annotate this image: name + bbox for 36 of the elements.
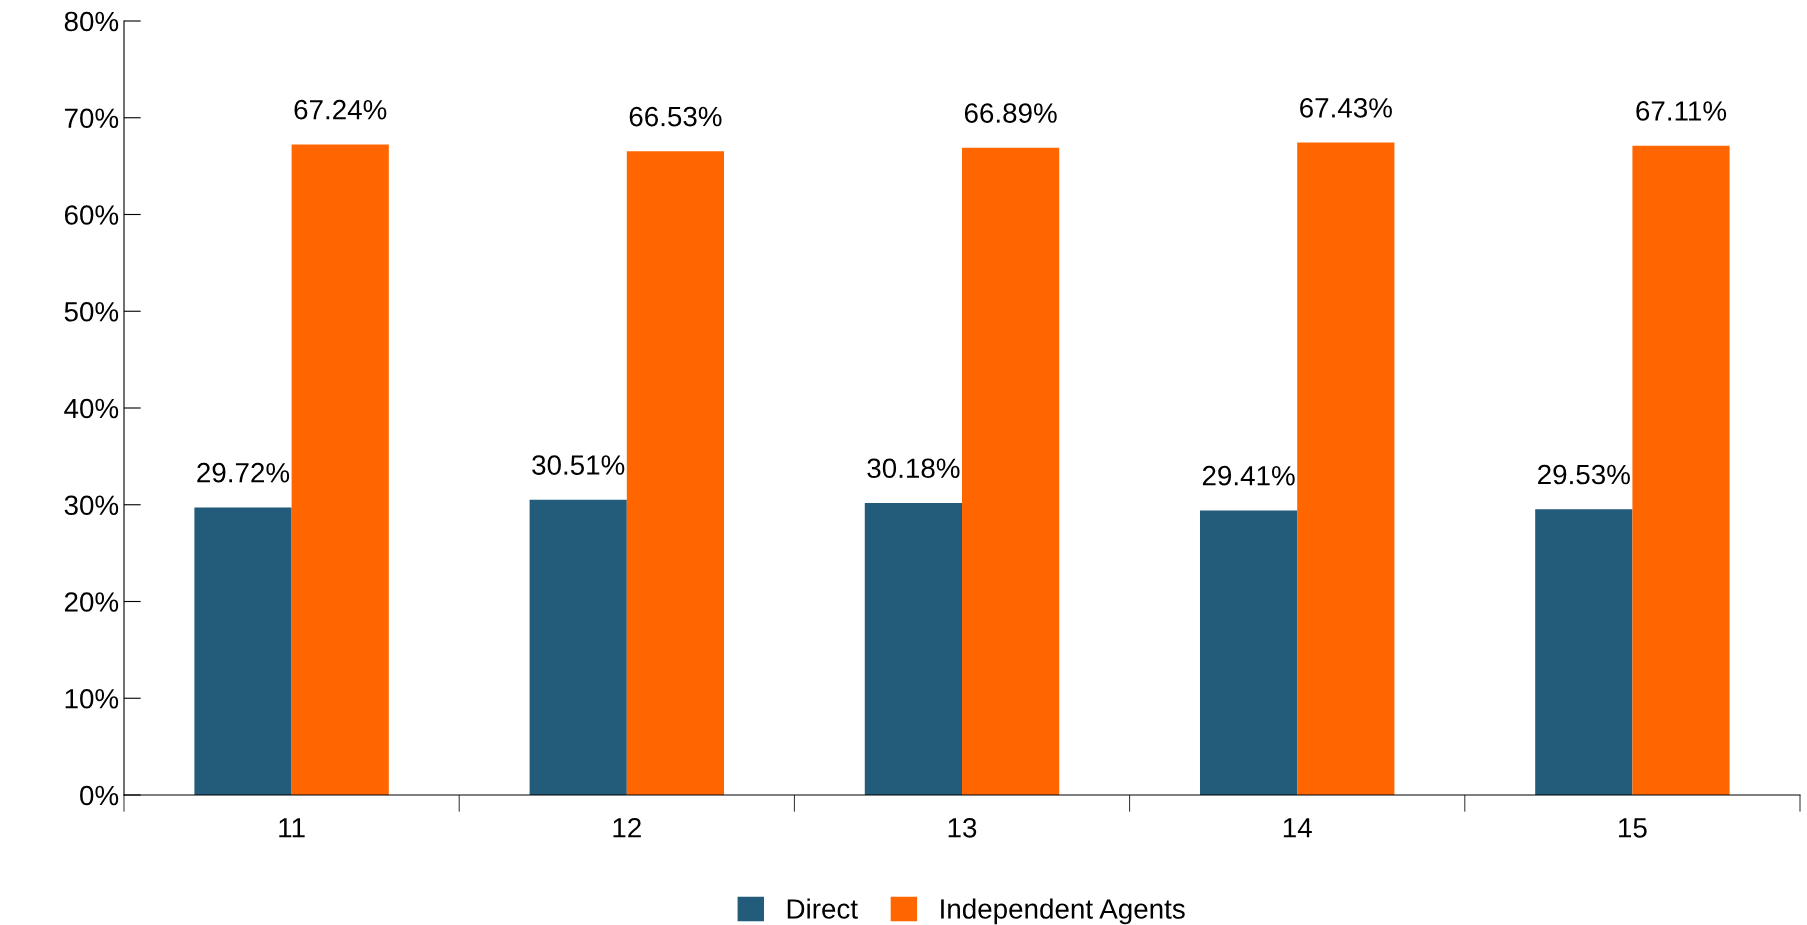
x-tick-label: 13 [948, 817, 977, 838]
y-tick-label: 80% [64, 11, 119, 32]
x-tick-label: 14 [1283, 818, 1312, 838]
bar [864, 503, 962, 795]
x-tick-label: 15 [1619, 818, 1647, 838]
y-tick-label: 50% [64, 301, 119, 322]
legend-label: Direct [787, 898, 858, 919]
y-tick-label: 60% [64, 205, 119, 225]
legend-label: Independent Agents [941, 898, 1185, 925]
bar [529, 499, 627, 795]
bar [1632, 145, 1730, 795]
data-label: 29.72% [197, 462, 290, 483]
data-label: 66.89% [964, 103, 1057, 123]
y-tick-label: 40% [64, 398, 119, 419]
data-label: 30.18% [867, 458, 960, 479]
x-tick-label: 11 [279, 818, 305, 838]
bar [194, 507, 292, 795]
bar [1199, 510, 1298, 795]
y-tick-label: 20% [64, 592, 119, 612]
y-tick-label: 0% [80, 785, 119, 806]
data-label: 67.24% [294, 99, 387, 120]
data-label: 29.41% [1202, 465, 1295, 486]
bar [962, 147, 1060, 795]
data-label: 66.53% [629, 106, 722, 127]
y-tick-label: 70% [64, 108, 119, 129]
x-tick-label: 12 [613, 817, 641, 838]
y-tick-label: 10% [65, 688, 119, 709]
bar [626, 151, 725, 795]
data-label: 30.51% [532, 455, 625, 475]
y-tick-label: 30% [64, 495, 119, 516]
data-label: 29.53% [1538, 464, 1630, 485]
data-label: 67.11% [1636, 101, 1727, 121]
bar [291, 144, 389, 795]
data-label: 67.43% [1300, 98, 1392, 118]
bar [1535, 509, 1633, 795]
bar [1297, 142, 1395, 795]
